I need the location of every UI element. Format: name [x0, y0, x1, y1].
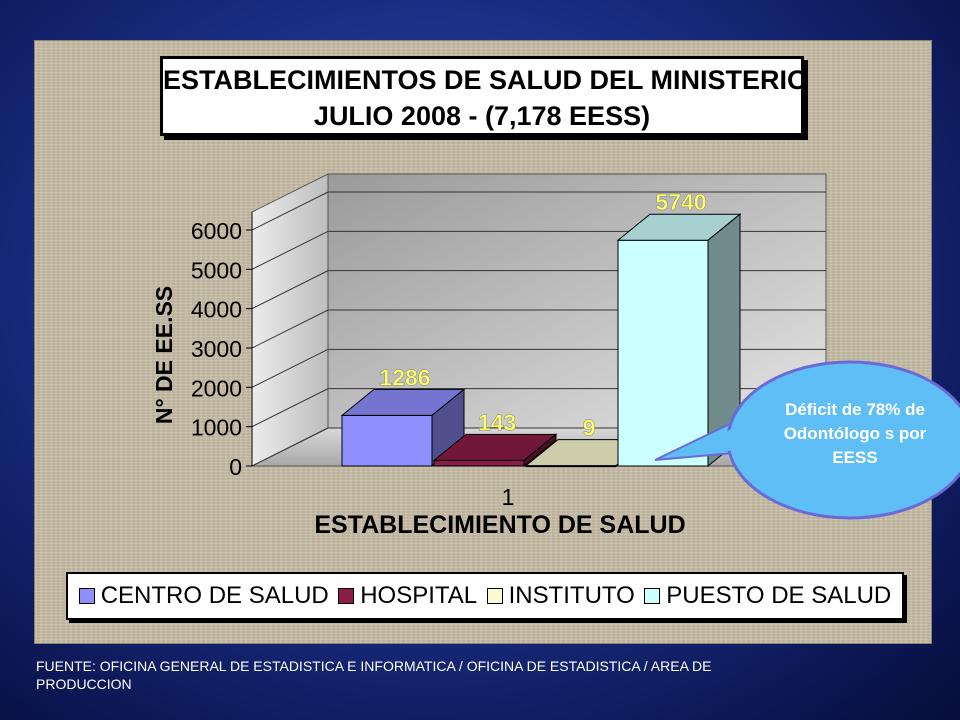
bars-group	[340, 213, 742, 468]
legend-swatch	[338, 588, 355, 604]
y-tick-label: 6000	[191, 218, 242, 244]
legend: CENTRO DE SALUD HOSPITAL INSTITUTO PUESTO D…	[66, 572, 904, 620]
legend-swatch	[644, 588, 661, 604]
y-tick-label: 2000	[191, 375, 242, 401]
data-label: 1286	[379, 364, 430, 390]
legend-label: INSTITUTO	[508, 582, 635, 609]
chart-title-box: ESTABLECIMIENTOS DE SALUD DEL MINISTERIO…	[160, 56, 809, 136]
y-axis-label: N° DE EE.SS	[151, 286, 177, 424]
x-category-label: 1	[502, 484, 515, 510]
legend-item: CENTRO DE SALUD	[78, 582, 329, 610]
chart-title-line-1: ESTABLECIMIENTOS DE SALUD DEL MINISTERIO	[163, 65, 809, 95]
data-label: 143	[478, 409, 516, 435]
legend-label: HOSPITAL	[360, 582, 478, 609]
y-tick-label: 4000	[191, 297, 242, 323]
source-footer: FUENTE: OFICINA GENERAL DE ESTADISTICA E…	[36, 658, 712, 692]
side-wall	[251, 173, 329, 467]
bar-front	[617, 239, 709, 467]
bar-front	[433, 459, 525, 467]
bar-front	[341, 414, 433, 467]
chart-title-line-2: JULIO 2008 - (7,178 EESS)	[313, 101, 651, 131]
callout-text: Déficit de 78% de Odontólogo s por EESS	[783, 400, 927, 467]
deficit-callout	[654, 360, 960, 520]
legend-item: HOSPITAL	[338, 582, 477, 610]
legend-item: PUESTO DE SALUD	[644, 582, 891, 610]
bar-puesto-de-salud	[616, 213, 742, 468]
bar-centro-de-salud	[340, 388, 466, 468]
y-tick-label: 1000	[191, 415, 242, 441]
legend-swatch	[486, 588, 503, 604]
data-label: 5740	[655, 189, 706, 215]
bar-hospital	[432, 433, 558, 468]
data-label: 9	[583, 415, 596, 441]
legend-label: CENTRO DE SALUD	[100, 582, 329, 609]
gridline	[251, 191, 826, 231]
legend-swatch	[78, 588, 95, 604]
y-tick-label: 3000	[191, 336, 242, 362]
y-tick-label: 0	[229, 454, 242, 480]
x-axis-label: ESTABLECIMIENTO DE SALUD	[314, 511, 685, 539]
bar-side	[523, 433, 557, 468]
legend-item: INSTITUTO	[486, 582, 635, 610]
y-tick-label: 5000	[191, 257, 242, 283]
legend-label: PUESTO DE SALUD	[666, 582, 892, 609]
data-labels-group: 1286 143 9 5740	[379, 189, 707, 441]
